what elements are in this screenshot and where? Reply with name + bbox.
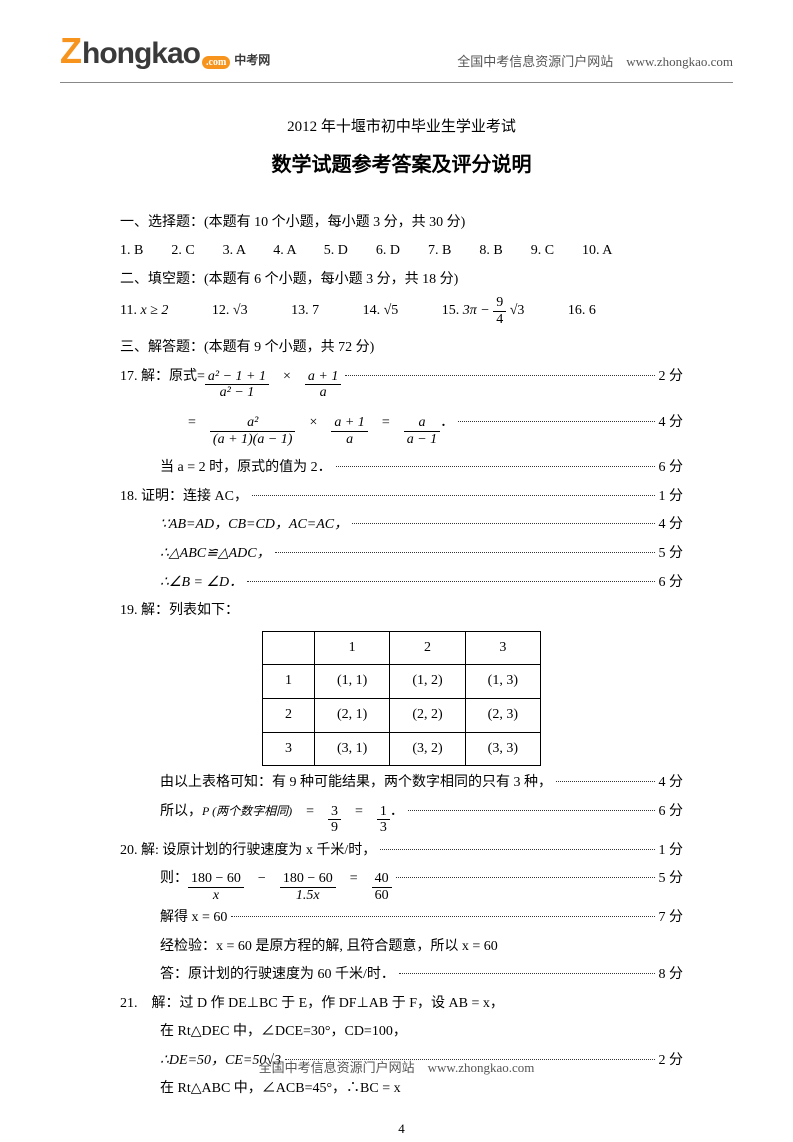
- section2-heading: 二、填空题：(本题有 6 个小题，每小题 3 分，共 18 分): [120, 267, 683, 294]
- dots-icon: [247, 581, 654, 582]
- q20-line3: 解得 x = 607 分: [120, 905, 683, 932]
- q21-line4: 在 Rt△ABC 中，∠ACB=45°，∴BC = x: [120, 1076, 683, 1103]
- a14-label: 14.: [363, 303, 381, 318]
- exam-subtitle: 2012 年十堰市初中毕业生学业考试: [120, 113, 683, 142]
- q17-line1: 17. 解：原式= a² − 1 + 1a² − 1 × a + 1a 2 分: [120, 364, 683, 401]
- page-header: Z hongkao .com 中考网 全国中考信息资源门户网站 www.zhon…: [0, 0, 793, 78]
- section1-heading: 一、选择题：(本题有 10 个小题，每小题 3 分，共 30 分): [120, 210, 683, 237]
- a12-label: 12.: [212, 303, 230, 318]
- a14-value: √5: [384, 303, 399, 318]
- logo-chinese: 中考网: [234, 51, 270, 72]
- site-logo: Z hongkao .com 中考网: [60, 30, 270, 72]
- dots-icon: [336, 466, 655, 467]
- table-row: 3 (3, 1) (3, 2) (3, 3): [263, 732, 541, 766]
- dots-icon: [252, 495, 655, 496]
- q19-table: 1 2 3 1 (1, 1) (1, 2) (1, 3) 2 (2, 1) (2…: [262, 631, 541, 766]
- q17-frac5: aa − 1: [404, 415, 440, 447]
- dots-icon: [352, 523, 654, 524]
- q19-frac1: 39: [328, 804, 341, 836]
- logo-text: hongkao: [82, 37, 200, 71]
- dots-icon: [380, 849, 654, 850]
- a12-value: √3: [233, 303, 248, 318]
- dots-icon: [408, 810, 655, 811]
- q20-frac2: 180 − 601.5x: [280, 871, 336, 903]
- section2-answers: 11. x ≥ 2 12. √3 13. 7 14. √5 15. 3π − 9…: [120, 295, 683, 327]
- q20-frac1: 180 − 60x: [188, 871, 244, 903]
- logo-letter-z: Z: [60, 30, 82, 72]
- dots-icon: [556, 781, 655, 782]
- q18-line2: ∵AB=AD，CB=CD，AC=AC，4 分: [120, 512, 683, 539]
- section3-heading: 三、解答题：(本题有 9 个小题，共 72 分): [120, 335, 683, 362]
- document-content: 2012 年十堰市初中毕业生学业考试 数学试题参考答案及评分说明 一、选择题：(…: [0, 83, 793, 1142]
- q21-line2: 在 Rt△DEC 中，∠DCE=30°，CD=100，: [120, 1019, 683, 1046]
- q19-line2: 由以上表格可知：有 9 种可能结果，两个数字相同的只有 3 种，4 分: [120, 770, 683, 797]
- q20-line5: 答：原计划的行驶速度为 60 千米/时．8 分: [120, 962, 683, 989]
- q18-line3: ∴△ABC≌△ADC，5 分: [120, 541, 683, 568]
- dots-icon: [231, 916, 654, 917]
- q20-line4: 经检验：x = 60 是原方程的解, 且符合题意，所以 x = 60: [120, 934, 683, 961]
- q17-lead: 17. 解：原式=: [120, 364, 205, 391]
- a15-label: 15.: [442, 303, 460, 318]
- q19-line3: 所以， P (两个数字相同) = 39 = 13 ． 6 分: [120, 799, 683, 836]
- page-footer: 全国中考信息资源门户网站 www.zhongkao.com: [0, 1057, 793, 1076]
- dots-icon: [458, 421, 654, 422]
- q19-frac2: 13: [377, 804, 390, 836]
- q17-frac2: a + 1a: [305, 369, 341, 401]
- a15-fraction: 94: [493, 295, 506, 327]
- dots-icon: [396, 877, 655, 878]
- q17-score1: 2 分: [659, 364, 684, 391]
- q21-line1: 21. 解：过 D 作 DE⊥BC 于 E，作 DF⊥AB 于 F，设 AB =…: [120, 991, 683, 1018]
- q17-frac1: a² − 1 + 1a² − 1: [205, 369, 269, 401]
- q17-score2: 4 分: [659, 410, 684, 437]
- a11-value: x ≥ 2: [140, 303, 168, 318]
- q17-line3: 当 a = 2 时，原式的值为 2． 6 分: [120, 455, 683, 482]
- dots-icon: [275, 552, 655, 553]
- logo-badge: .com: [202, 56, 230, 69]
- a15-post: √3: [510, 303, 525, 318]
- a15-pre: 3π −: [463, 303, 490, 318]
- q18-line4: ∴∠B = ∠D．6 分: [120, 570, 683, 597]
- q19-lead: 19. 解：列表如下：: [120, 598, 683, 625]
- q17-line2: = a²(a + 1)(a − 1) × a + 1a = aa − 1 ． 4…: [120, 410, 683, 447]
- a16-value: 6: [589, 303, 596, 318]
- table-row: 1 (1, 1) (1, 2) (1, 3): [263, 665, 541, 699]
- q20-line1: 20. 解: 设原计划的行驶速度为 x 千米/时，1 分: [120, 838, 683, 865]
- exam-title: 数学试题参考答案及评分说明: [120, 146, 683, 184]
- dots-icon: [345, 375, 654, 376]
- a11-label: 11.: [120, 303, 137, 318]
- table-row: 2 (2, 1) (2, 2) (2, 3): [263, 698, 541, 732]
- section1-answers: 1. B 2. C 3. A 4. A 5. D 6. D 7. B 8. B …: [120, 238, 683, 265]
- table-row: 1 2 3: [263, 631, 541, 665]
- a16-label: 16.: [568, 303, 586, 318]
- a13-value: 7: [312, 303, 319, 318]
- q20-frac3: 4060: [372, 871, 392, 903]
- header-site-text: 全国中考信息资源门户网站 www.zhongkao.com: [310, 51, 733, 72]
- page-number: 4: [120, 1117, 683, 1142]
- dots-icon: [399, 973, 655, 974]
- q17-score3: 6 分: [659, 455, 684, 482]
- q20-line2: 则： 180 − 60x − 180 − 601.5x = 4060 5 分: [120, 866, 683, 903]
- q17-frac3: a²(a + 1)(a − 1): [210, 415, 296, 447]
- a13-label: 13.: [291, 303, 309, 318]
- q17-frac4: a + 1a: [331, 415, 367, 447]
- q18-line1: 18. 证明：连接 AC，1 分: [120, 484, 683, 511]
